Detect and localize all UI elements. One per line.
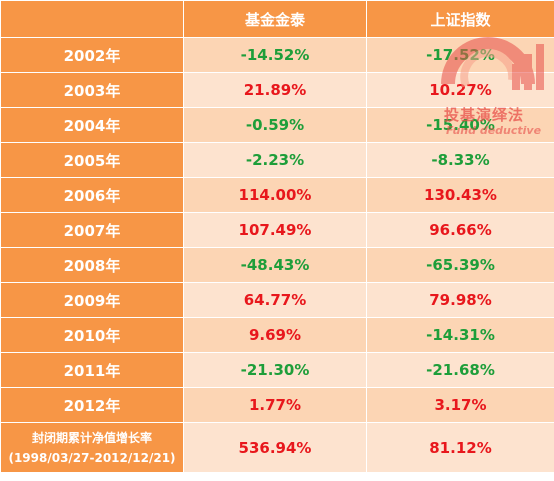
total-row: 封闭期累计净值增长率 (1998/03/27-2012/12/21) 536.9… <box>0 422 554 473</box>
header-row: 基金金泰 上证指数 <box>0 0 554 38</box>
table-row: 2011年 -21.30% -21.68% <box>0 352 554 388</box>
table-row: 2008年 -48.43% -65.39% <box>0 247 554 283</box>
index-return-cell: -14.31% <box>366 317 554 353</box>
fund-return-cell: 1.77% <box>183 387 367 423</box>
fund-return-cell: 114.00% <box>183 177 367 213</box>
header-index: 上证指数 <box>366 0 554 38</box>
header-corner <box>0 0 184 38</box>
fund-return-cell: 107.49% <box>183 212 367 248</box>
fund-return-cell: -14.52% <box>183 37 367 73</box>
table-row: 2010年 9.69% -14.31% <box>0 317 554 353</box>
fund-return-cell: -2.23% <box>183 142 367 178</box>
year-cell: 2002年 <box>0 37 184 73</box>
fund-return-cell: -48.43% <box>183 247 367 283</box>
table-row: 2004年 -0.59% -15.40% <box>0 107 554 143</box>
header-fund: 基金金泰 <box>183 0 367 38</box>
year-cell: 2008年 <box>0 247 184 283</box>
total-label-cell: 封闭期累计净值增长率 (1998/03/27-2012/12/21) <box>0 422 184 473</box>
watermark-text-en: Fund deductive <box>446 124 542 137</box>
index-return-cell: 130.43% <box>366 177 554 213</box>
year-cell: 2012年 <box>0 387 184 423</box>
table-row: 2003年 21.89% 10.27% <box>0 72 554 108</box>
fund-return-cell: 64.77% <box>183 282 367 318</box>
table-row: 2012年 1.77% 3.17% <box>0 387 554 423</box>
watermark-text-cn: 投基演绎法 <box>444 106 525 124</box>
index-return-cell: 3.17% <box>366 387 554 423</box>
total-label-line1: 封闭期累计净值增长率 <box>31 430 152 445</box>
year-cell: 2005年 <box>0 142 184 178</box>
index-return-cell: -8.33% <box>366 142 554 178</box>
fund-return-cell: 21.89% <box>183 72 367 108</box>
index-return-cell: -21.68% <box>366 352 554 388</box>
fund-return-cell: -21.30% <box>183 352 367 388</box>
table-row: 2002年 -14.52% -17.52% <box>0 37 554 73</box>
fund-return-cell: 9.69% <box>183 317 367 353</box>
year-cell: 2010年 <box>0 317 184 353</box>
total-label-line2: (1998/03/27-2012/12/21) <box>8 450 176 465</box>
total-index-cell: 81.12% <box>366 422 554 473</box>
table-row: 2007年 107.49% 96.66% <box>0 212 554 248</box>
index-return-cell: 10.27% <box>366 72 554 108</box>
year-cell: 2003年 <box>0 72 184 108</box>
year-cell: 2009年 <box>0 282 184 318</box>
year-cell: 2007年 <box>0 212 184 248</box>
total-fund-cell: 536.94% <box>183 422 367 473</box>
year-cell: 2006年 <box>0 177 184 213</box>
index-return-cell: -17.52% <box>366 37 554 73</box>
table-row: 2005年 -2.23% -8.33% <box>0 142 554 178</box>
fund-return-cell: -0.59% <box>183 107 367 143</box>
table-row: 2006年 114.00% 130.43% <box>0 177 554 213</box>
year-cell: 2004年 <box>0 107 184 143</box>
table-row: 2009年 64.77% 79.98% <box>0 282 554 318</box>
year-cell: 2011年 <box>0 352 184 388</box>
index-return-cell: -65.39% <box>366 247 554 283</box>
index-return-cell: 79.98% <box>366 282 554 318</box>
index-return-cell: 96.66% <box>366 212 554 248</box>
